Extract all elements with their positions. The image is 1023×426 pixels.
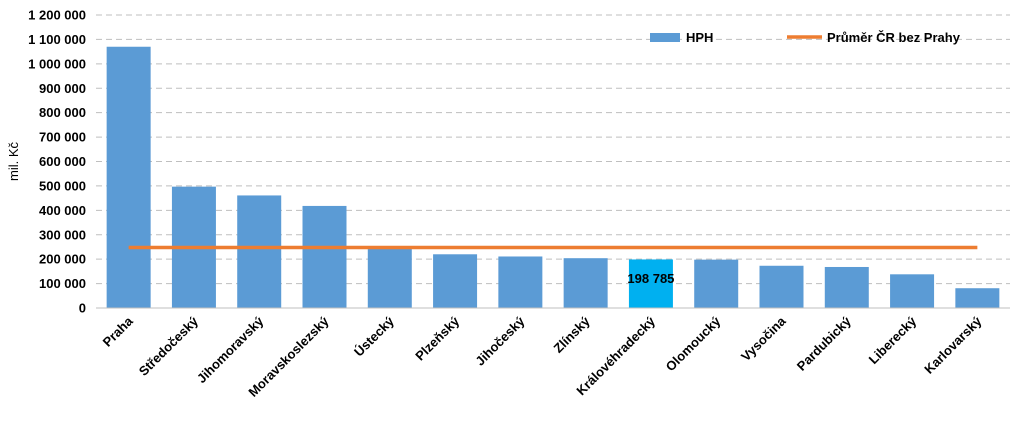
y-tick-label: 1 000 000 bbox=[28, 56, 86, 71]
y-tick-label: 700 000 bbox=[39, 130, 86, 145]
legend-swatch-hph bbox=[650, 33, 680, 42]
y-tick-label: 200 000 bbox=[39, 252, 86, 267]
bar bbox=[824, 266, 869, 308]
bar bbox=[302, 205, 347, 308]
x-tick-label: Ústecký bbox=[351, 313, 397, 359]
x-axis-ticks: Praha StředočeskýJihomoravskýMoravskoslez… bbox=[100, 313, 985, 400]
bar bbox=[628, 259, 673, 308]
x-tick-label: Středočeský bbox=[136, 313, 202, 379]
x-tick-label: Jihomoravský bbox=[194, 313, 267, 386]
y-axis-label: mil. Kč bbox=[6, 142, 21, 182]
bars bbox=[96, 46, 1010, 309]
bar bbox=[433, 254, 478, 308]
x-tick-label: Karlovarský bbox=[921, 313, 985, 377]
y-tick-label: 1 100 000 bbox=[28, 32, 86, 47]
y-tick-label: 800 000 bbox=[39, 105, 86, 120]
y-axis-ticks: 0 100 000 200 000 300 000 400 000 500 000 600 … bbox=[28, 8, 86, 316]
bar bbox=[759, 265, 804, 308]
bar bbox=[106, 46, 151, 308]
y-tick-label: 1 200 000 bbox=[28, 8, 86, 23]
bar bbox=[367, 246, 412, 308]
x-tick-label: Jihočeský bbox=[472, 313, 528, 369]
y-tick-label: 100 000 bbox=[39, 276, 86, 291]
bar bbox=[563, 258, 608, 308]
bar bbox=[694, 259, 739, 308]
bar bbox=[237, 195, 282, 308]
bar bbox=[498, 256, 543, 308]
gridlines bbox=[96, 14, 1010, 285]
legend: HPH Průměr ČR bez Prahy bbox=[650, 30, 961, 45]
x-tick-label: Praha bbox=[100, 313, 137, 350]
x-tick-label: Pardubický bbox=[794, 313, 855, 374]
x-tick-label: Zlínský bbox=[550, 313, 593, 356]
data-label: 198 785 bbox=[627, 271, 674, 286]
data-labels: 198 785 bbox=[627, 271, 674, 286]
y-tick-label: 900 000 bbox=[39, 81, 86, 96]
x-tick-label: Liberecký bbox=[866, 313, 920, 367]
legend-label-hph: HPH bbox=[686, 30, 713, 45]
x-tick-label: Plzeňský bbox=[412, 313, 462, 363]
y-tick-label: 600 000 bbox=[39, 154, 86, 169]
y-tick-label: 500 000 bbox=[39, 178, 86, 193]
bar bbox=[890, 274, 935, 308]
x-tick-label: Vysočina bbox=[738, 313, 789, 364]
legend-label-average: Průměr ČR bez Prahy bbox=[827, 30, 961, 45]
y-tick-label: 300 000 bbox=[39, 227, 86, 242]
x-tick-label: Olomoucký bbox=[663, 313, 724, 374]
bar bbox=[955, 288, 1000, 308]
y-tick-label: 0 bbox=[79, 301, 86, 316]
y-tick-label: 400 000 bbox=[39, 203, 86, 218]
